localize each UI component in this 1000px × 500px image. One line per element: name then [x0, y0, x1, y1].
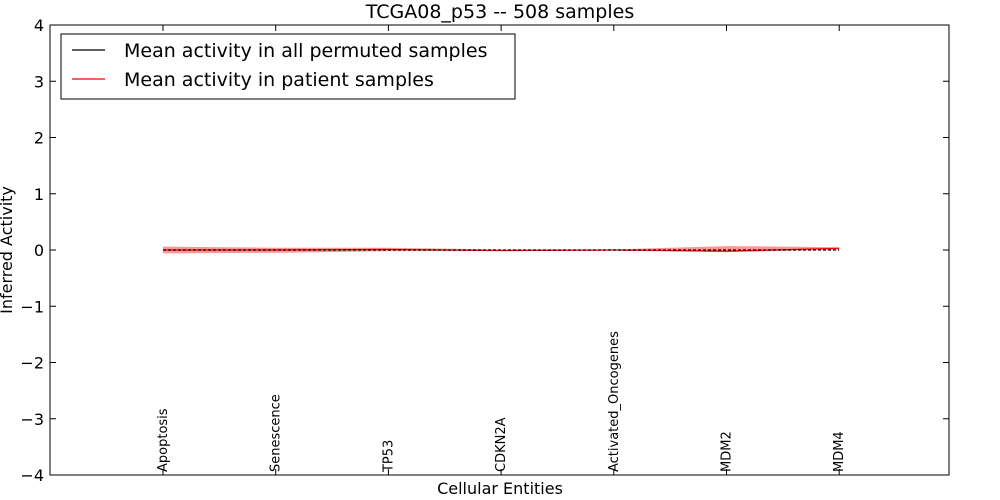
- chart-title: TCGA08_p53 -- 508 samples: [365, 1, 634, 23]
- x-axis-label: Cellular Entities: [437, 479, 563, 498]
- legend-label-permuted: Mean activity in all permuted samples: [124, 40, 487, 62]
- y-tick-label: 1: [34, 185, 44, 204]
- band-layer: [163, 246, 840, 254]
- x-tick-label: MDM4: [832, 431, 847, 472]
- legend: Mean activity in all permuted samples Me…: [60, 33, 516, 100]
- legend-box: [60, 33, 516, 100]
- x-axis: Apoptosis Senescence TP53 CDKN2A Activated_O…: [156, 25, 847, 475]
- confidence-band-1: [163, 246, 840, 254]
- x-tick-label: Senescence: [269, 394, 284, 472]
- x-tick-label: MDM2: [720, 431, 735, 472]
- y-tick-label: −1: [20, 297, 44, 316]
- y-tick-label: 4: [34, 16, 44, 35]
- x-tick-label: TP53: [381, 440, 396, 473]
- x-tick-label: CDKN2A: [494, 417, 509, 472]
- y-tick-label: −2: [20, 354, 44, 373]
- y-tick-label: −4: [20, 466, 44, 485]
- y-tick-label: 2: [34, 129, 44, 148]
- x-tick-label: Activated_Oncogenes: [607, 331, 622, 472]
- y-tick-label: −3: [20, 410, 44, 429]
- legend-label-patient: Mean activity in patient samples: [124, 69, 434, 91]
- x-tick-label: Apoptosis: [156, 408, 171, 472]
- y-axis: 4 3 2 1 0 −1 −2 −3 −4: [20, 16, 949, 485]
- y-axis-label: Inferred Activity: [0, 186, 16, 314]
- y-tick-label: 0: [34, 241, 44, 260]
- y-tick-label: 3: [34, 72, 44, 91]
- line-layer: [163, 247, 840, 252]
